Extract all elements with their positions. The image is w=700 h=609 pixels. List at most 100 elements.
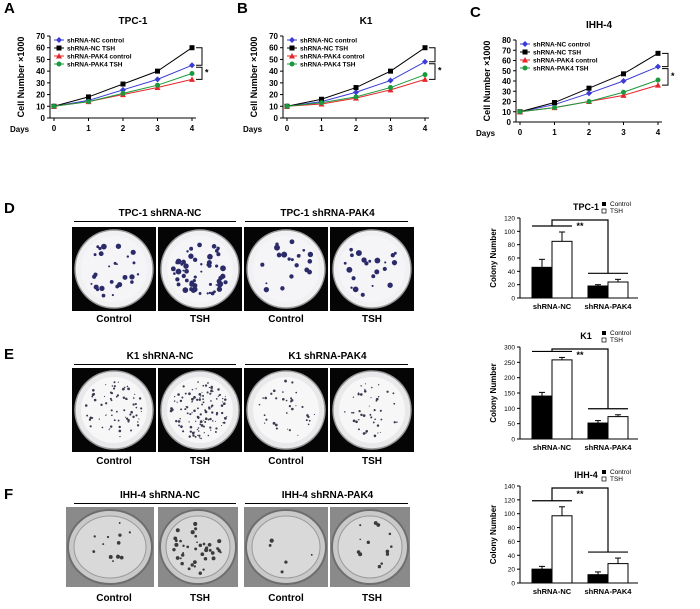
colony-dot <box>364 383 366 385</box>
plate-group-label-nc: IHH-4 shRNA-NC <box>120 490 200 501</box>
colony-dot <box>207 382 209 384</box>
colony-dot <box>274 244 280 251</box>
colony-dot <box>130 249 136 255</box>
colony-dot <box>289 274 294 279</box>
colony-dot <box>109 425 113 428</box>
colony-dot <box>377 384 380 386</box>
colony-dot <box>130 280 134 284</box>
colony-dot <box>268 543 272 547</box>
plate-caption: TSH <box>362 314 382 325</box>
colony-dot <box>216 547 219 550</box>
colony-dot <box>349 247 353 252</box>
colony-dot <box>196 541 198 544</box>
colony-dot <box>113 385 116 388</box>
colony-dot <box>222 422 224 424</box>
colony-dot <box>290 397 293 400</box>
y-axis-label: Cell Number ×1000 <box>249 37 259 118</box>
colony-dot <box>174 542 179 547</box>
bar <box>551 359 573 440</box>
colony-dot <box>199 413 202 416</box>
legend-swatch-control <box>602 331 606 335</box>
colony-dot <box>202 542 206 546</box>
plate-inner <box>165 515 231 579</box>
colony-dot <box>203 419 205 421</box>
plate-caption: TSH <box>190 314 210 325</box>
colony-dot <box>216 278 222 284</box>
colony-dot <box>99 285 105 292</box>
data-point <box>353 85 359 91</box>
colony-dot <box>307 251 314 258</box>
colony-dot <box>196 398 199 401</box>
y-axis-label: Colony Number <box>489 505 498 565</box>
x-tick-label: 0 <box>52 124 57 133</box>
plate-inner <box>253 377 319 443</box>
colony-dot <box>98 246 102 251</box>
y-tick-label: 40 <box>508 269 516 276</box>
x-tick-label: 1 <box>319 124 324 133</box>
colony-dot <box>126 385 129 388</box>
plate-group-label-pak4: TPC-1 shRNA-PAK4 <box>280 208 375 219</box>
colony-dot <box>175 268 182 275</box>
colony-dot <box>98 418 100 420</box>
colony-dot <box>208 291 212 295</box>
colony-dot <box>186 250 189 253</box>
colony-dot <box>211 388 213 390</box>
y-tick-label: 40 <box>502 77 511 86</box>
colony-dot <box>222 397 224 400</box>
colony-dot <box>119 436 121 438</box>
x-tick-label: 4 <box>423 124 428 133</box>
colony-dot <box>138 397 142 400</box>
colony-dot <box>184 278 189 283</box>
category-label: shRNA-NC <box>533 302 572 311</box>
colony-dot <box>365 429 369 433</box>
colony-dot <box>137 421 139 423</box>
colony-dot <box>170 408 174 412</box>
colony-dot <box>377 395 380 398</box>
colony-dot <box>301 405 304 409</box>
colony-dot <box>100 403 103 406</box>
colony-dot <box>215 427 218 430</box>
legend-label: shRNA-NC control <box>533 42 590 49</box>
group-underline <box>245 364 408 365</box>
colony-dot <box>216 252 221 257</box>
x-tick-label: 1 <box>552 128 557 137</box>
colony-dot <box>210 551 215 555</box>
colony-dot <box>111 385 114 387</box>
data-point <box>120 81 126 87</box>
colony-dot <box>182 287 189 294</box>
colony-dot <box>224 395 226 397</box>
colony-dot <box>359 524 362 527</box>
colony-dot <box>191 412 193 414</box>
colony-dot <box>310 553 313 556</box>
colony-dot <box>275 242 279 246</box>
colony-dot <box>343 261 347 265</box>
y-tick-label: 60 <box>502 57 511 66</box>
colony-dot <box>194 431 196 433</box>
colony-dot <box>88 418 92 421</box>
colony-dot <box>358 428 360 431</box>
colony-dot <box>207 263 212 268</box>
y-tick-label: 120 <box>504 497 515 504</box>
data-point <box>319 100 324 106</box>
colony-dot <box>210 429 212 431</box>
colony-dot <box>280 570 284 574</box>
y-tick-label: 80 <box>508 242 516 249</box>
colony-dot <box>183 263 189 269</box>
category-label: shRNA-NC <box>533 443 572 452</box>
colony-dot <box>204 548 209 553</box>
colony-dot <box>106 535 110 539</box>
colony-dot <box>351 276 356 281</box>
colony-dot <box>214 420 216 422</box>
colony-dot <box>189 413 192 416</box>
data-point <box>284 103 290 109</box>
colony-dot <box>284 560 288 564</box>
colony-dot <box>186 406 189 409</box>
colony-dot <box>130 410 133 414</box>
colony-dot <box>217 388 220 391</box>
colony-dot <box>130 429 132 432</box>
colony-dot <box>108 554 113 559</box>
bar <box>607 563 629 584</box>
colony-dot <box>275 397 278 400</box>
